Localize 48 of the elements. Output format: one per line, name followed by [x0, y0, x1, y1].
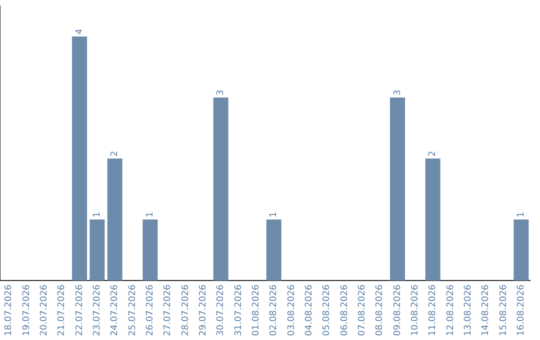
x-tick-label: 25.07.2026 [128, 284, 138, 336]
x-tick-label: 16.08.2026 [516, 284, 527, 336]
data-label: 1 [516, 212, 527, 218]
x-tick-label: 13.08.2026 [464, 284, 474, 336]
data-label: 1 [269, 212, 280, 218]
bar [213, 97, 228, 280]
x-tick-label: 27.07.2026 [163, 284, 174, 336]
x-tick-label: 15.08.2026 [498, 284, 509, 336]
x-tick-label: 14.08.2026 [481, 284, 492, 336]
bar [107, 158, 122, 280]
x-tick-label: 29.07.2026 [198, 284, 209, 336]
data-label: 3 [392, 90, 403, 96]
x-tick-label: 11.08.2026 [428, 284, 438, 336]
x-tick-label: 10.08.2026 [410, 284, 421, 336]
x-tick-label: 09.08.2026 [392, 284, 403, 336]
data-label: 1 [146, 212, 156, 218]
bar [425, 158, 440, 280]
x-tick-label: 22.07.2026 [74, 284, 85, 336]
data-label: 4 [74, 28, 85, 34]
x-tick-label: 03.08.2026 [286, 284, 297, 336]
x-tick-label: 26.07.2026 [146, 284, 156, 336]
x-tick-label: 30.07.2026 [216, 284, 226, 336]
x-tick-label: 07.08.2026 [358, 284, 368, 336]
x-tick-label: 19.07.2026 [22, 284, 32, 336]
x-tick-label: 23.07.2026 [92, 284, 103, 336]
x-tick-label: 08.08.2026 [375, 284, 386, 336]
bar [514, 219, 529, 280]
bar [90, 219, 105, 280]
x-tick-label: 28.07.2026 [180, 284, 191, 336]
data-label: 1 [92, 212, 103, 218]
x-tick-label: 24.07.2026 [110, 284, 120, 336]
data-label: 2 [428, 150, 438, 156]
bar [266, 219, 282, 280]
bar [142, 219, 158, 280]
bar [390, 97, 406, 280]
data-label: 3 [216, 90, 226, 96]
data-label: 2 [110, 150, 120, 156]
x-tick-label: 21.07.2026 [57, 284, 68, 336]
x-tick-label: 31.07.2026 [234, 284, 244, 336]
x-tick-label: 02.08.2026 [269, 284, 280, 336]
bar [72, 36, 88, 280]
x-tick-label: 05.08.2026 [322, 284, 332, 336]
x-tick-label: 20.07.2026 [40, 284, 50, 336]
x-tick-label: 04.08.2026 [304, 284, 315, 336]
x-tick-label: 06.08.2026 [340, 284, 350, 336]
x-tick-label: 18.07.2026 [4, 284, 14, 336]
x-tick-label: 01.08.2026 [252, 284, 262, 336]
x-tick-label: 12.08.2026 [446, 284, 456, 336]
